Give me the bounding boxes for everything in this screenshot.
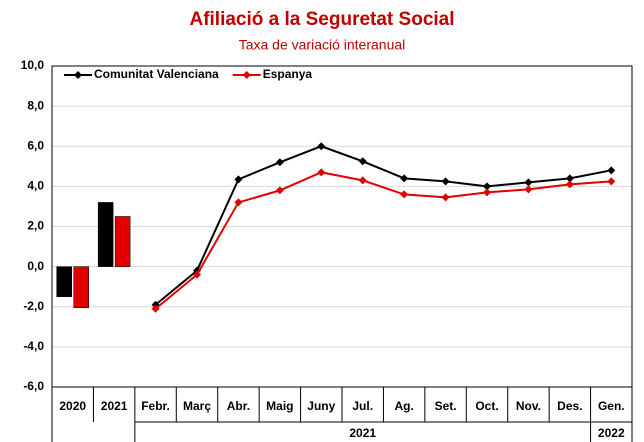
x-tick-label: 2020 [59,399,86,413]
x-tick-label: Oct. [475,399,498,413]
line-marker [358,157,367,166]
x-tick-label: Maig [266,399,293,413]
line-marker [524,185,533,194]
legend-label: Comunitat Valenciana [94,67,219,81]
x-tick-label: Abr. [227,399,250,413]
x-tick-label: Nov. [516,399,541,413]
line-marker [524,178,533,187]
line-marker [317,168,326,177]
line-marker [275,186,284,195]
x-tick-label: Des. [557,399,582,413]
x-tick-label: Ag. [394,399,413,413]
line-marker [483,182,491,191]
line [154,171,612,310]
line-marker [400,190,409,199]
y-tick-label: -4,0 [23,339,44,353]
bar [56,266,72,297]
y-tick-label: 10,0 [21,58,45,72]
x-group-label: 2022 [598,426,625,440]
chart-title: Afiliació a la Seguretat Social [189,9,454,30]
y-tick-label: 6,0 [27,138,44,152]
line-marker [607,166,616,175]
line-marker [317,142,326,151]
line-marker [234,175,243,184]
y-tick-label: 0,0 [27,259,44,273]
x-group-label: 2021 [349,426,376,440]
line [154,145,612,306]
y-tick-label: 8,0 [27,98,44,112]
x-tick-label: 2021 [101,399,128,413]
y-tick-label: 4,0 [27,179,44,193]
y-tick-label: -2,0 [23,299,44,313]
line-marker [441,177,450,186]
line-marker [193,270,201,279]
line-marker [483,188,491,197]
x-tick-label: Jul. [352,399,373,413]
x-tick-label: Març [183,399,211,413]
x-tick-label: Set. [435,399,457,413]
bar [97,202,114,267]
bar [114,216,131,267]
line-marker [565,180,574,189]
line-marker [565,174,574,183]
line-marker [151,304,160,313]
y-tick-label: 2,0 [27,219,44,233]
line-marker [400,174,409,183]
chart-subtitle: Taxa de variació interanual [239,37,406,53]
legend-marker [74,71,82,79]
y-tick-label: -6,0 [23,379,44,393]
x-tick-label: Febr. [141,399,170,413]
legend-marker [242,71,251,79]
x-tick-label: Juny [307,399,335,413]
line-marker [275,158,284,167]
line-marker [607,177,616,186]
line-marker [358,176,367,185]
legend-label: Espanya [263,67,313,81]
bar [73,266,89,309]
line-marker [234,198,243,207]
line-marker [441,193,450,202]
x-tick-label: Gen. [598,399,625,413]
